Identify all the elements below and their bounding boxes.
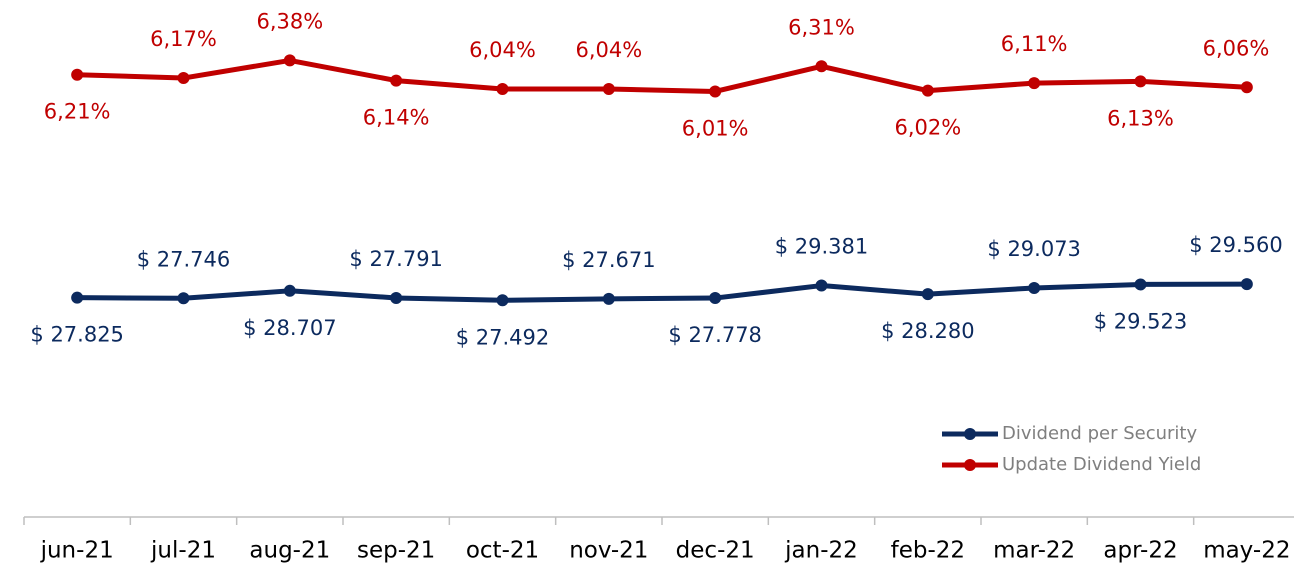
x-tick-label: jun-21 bbox=[40, 538, 114, 564]
data-label: 6,04% bbox=[575, 38, 642, 62]
point bbox=[815, 60, 828, 73]
point bbox=[709, 85, 722, 98]
data-label: 6,17% bbox=[150, 27, 217, 51]
x-tick-label: feb-22 bbox=[891, 538, 965, 564]
data-label: $ 29.523 bbox=[1094, 309, 1188, 333]
x-tick-label: may-22 bbox=[1203, 538, 1290, 564]
point bbox=[390, 74, 403, 87]
data-label: 6,21% bbox=[44, 100, 111, 124]
data-label: $ 27.778 bbox=[668, 323, 762, 347]
x-tick-label: aug-21 bbox=[249, 538, 330, 564]
point bbox=[1134, 75, 1147, 88]
point bbox=[71, 291, 84, 304]
point bbox=[602, 82, 615, 95]
point bbox=[496, 82, 509, 95]
point bbox=[709, 292, 722, 305]
x-tick-label: mar-22 bbox=[993, 538, 1075, 564]
x-tick-label: apr-22 bbox=[1103, 538, 1177, 564]
x-tick-label: nov-21 bbox=[569, 538, 648, 564]
data-label: $ 28.280 bbox=[881, 319, 975, 343]
data-label: 6,04% bbox=[469, 38, 536, 62]
point bbox=[390, 291, 403, 304]
point bbox=[602, 292, 615, 305]
data-label: $ 27.746 bbox=[137, 247, 231, 271]
point bbox=[815, 279, 828, 292]
point bbox=[177, 72, 190, 85]
x-tick-label: dec-21 bbox=[676, 538, 755, 564]
legend-marker bbox=[964, 428, 976, 440]
point bbox=[921, 288, 934, 301]
x-tick-label: jul-21 bbox=[150, 538, 216, 564]
data-label: $ 29.560 bbox=[1189, 233, 1283, 257]
point bbox=[1240, 278, 1253, 291]
legend-marker bbox=[964, 459, 976, 471]
data-label: 6,13% bbox=[1107, 106, 1174, 130]
point bbox=[177, 292, 190, 305]
data-label: $ 27.791 bbox=[349, 247, 443, 271]
data-label: 6,38% bbox=[256, 9, 323, 33]
data-label: $ 28.707 bbox=[243, 316, 337, 340]
point bbox=[1240, 81, 1253, 94]
data-label: 6,14% bbox=[363, 106, 430, 130]
data-label: 6,02% bbox=[894, 116, 961, 140]
legend-label: Dividend per Security bbox=[1002, 423, 1197, 444]
data-label: $ 29.381 bbox=[775, 235, 869, 259]
data-label: 6,01% bbox=[682, 116, 749, 140]
data-label: $ 27.671 bbox=[562, 248, 656, 272]
legend-label: Update Dividend Yield bbox=[1002, 454, 1201, 475]
point bbox=[1134, 278, 1147, 291]
x-tick-label: jan-22 bbox=[784, 538, 858, 564]
point bbox=[283, 54, 296, 67]
x-tick-label: oct-21 bbox=[466, 538, 539, 564]
point bbox=[283, 284, 296, 297]
data-label: $ 27.825 bbox=[30, 323, 124, 347]
point bbox=[496, 294, 509, 307]
data-label: $ 27.492 bbox=[456, 325, 550, 349]
point bbox=[1028, 281, 1041, 294]
line bbox=[77, 281, 1247, 303]
point bbox=[921, 84, 934, 97]
data-label: $ 29.073 bbox=[987, 237, 1081, 261]
x-tick-label: sep-21 bbox=[357, 538, 435, 564]
data-label: 6,31% bbox=[788, 15, 855, 39]
data-label: 6,06% bbox=[1203, 36, 1270, 60]
line bbox=[77, 57, 1247, 94]
point bbox=[71, 68, 84, 81]
data-label: 6,11% bbox=[1001, 32, 1068, 56]
point bbox=[1028, 77, 1041, 90]
